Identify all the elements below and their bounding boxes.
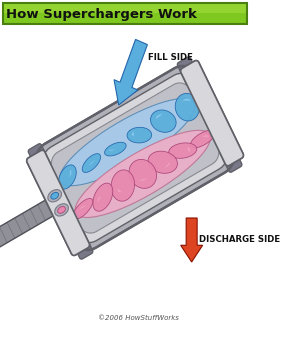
Polygon shape (182, 99, 191, 101)
Polygon shape (132, 132, 134, 136)
Polygon shape (93, 183, 113, 211)
Polygon shape (127, 127, 152, 143)
Polygon shape (79, 206, 86, 209)
Polygon shape (129, 159, 157, 188)
Text: FILL SIDE: FILL SIDE (148, 54, 193, 63)
Polygon shape (27, 150, 90, 255)
Polygon shape (43, 73, 227, 243)
Polygon shape (181, 61, 243, 166)
Polygon shape (75, 130, 211, 218)
Polygon shape (181, 61, 243, 166)
Polygon shape (36, 66, 234, 250)
Ellipse shape (51, 192, 59, 199)
Ellipse shape (48, 190, 61, 202)
Polygon shape (165, 162, 170, 168)
Ellipse shape (55, 204, 68, 216)
Polygon shape (151, 110, 176, 132)
Polygon shape (114, 39, 147, 105)
Polygon shape (190, 130, 215, 148)
Polygon shape (70, 170, 71, 177)
Polygon shape (27, 150, 90, 255)
FancyBboxPatch shape (4, 4, 246, 13)
FancyBboxPatch shape (3, 3, 247, 24)
Polygon shape (202, 135, 209, 137)
Polygon shape (60, 98, 195, 186)
Polygon shape (118, 189, 122, 192)
Polygon shape (88, 160, 95, 166)
Polygon shape (169, 143, 197, 158)
Text: ©2006 HowStuffWorks: ©2006 HowStuffWorks (98, 315, 179, 321)
Polygon shape (175, 93, 199, 121)
Polygon shape (188, 148, 190, 152)
Polygon shape (105, 142, 126, 156)
Polygon shape (28, 144, 93, 259)
Polygon shape (156, 114, 162, 119)
Polygon shape (98, 196, 101, 202)
Polygon shape (82, 154, 101, 173)
Polygon shape (111, 170, 135, 201)
Polygon shape (177, 57, 242, 172)
Polygon shape (109, 150, 115, 151)
Ellipse shape (58, 206, 65, 213)
Polygon shape (73, 198, 93, 219)
Polygon shape (181, 218, 203, 262)
Polygon shape (0, 200, 53, 261)
Text: How Superchargers Work: How Superchargers Work (6, 8, 197, 21)
Polygon shape (139, 179, 147, 181)
Polygon shape (148, 151, 177, 173)
Polygon shape (59, 165, 76, 189)
Text: DISCHARGE SIDE: DISCHARGE SIDE (199, 236, 280, 245)
Polygon shape (51, 83, 219, 233)
